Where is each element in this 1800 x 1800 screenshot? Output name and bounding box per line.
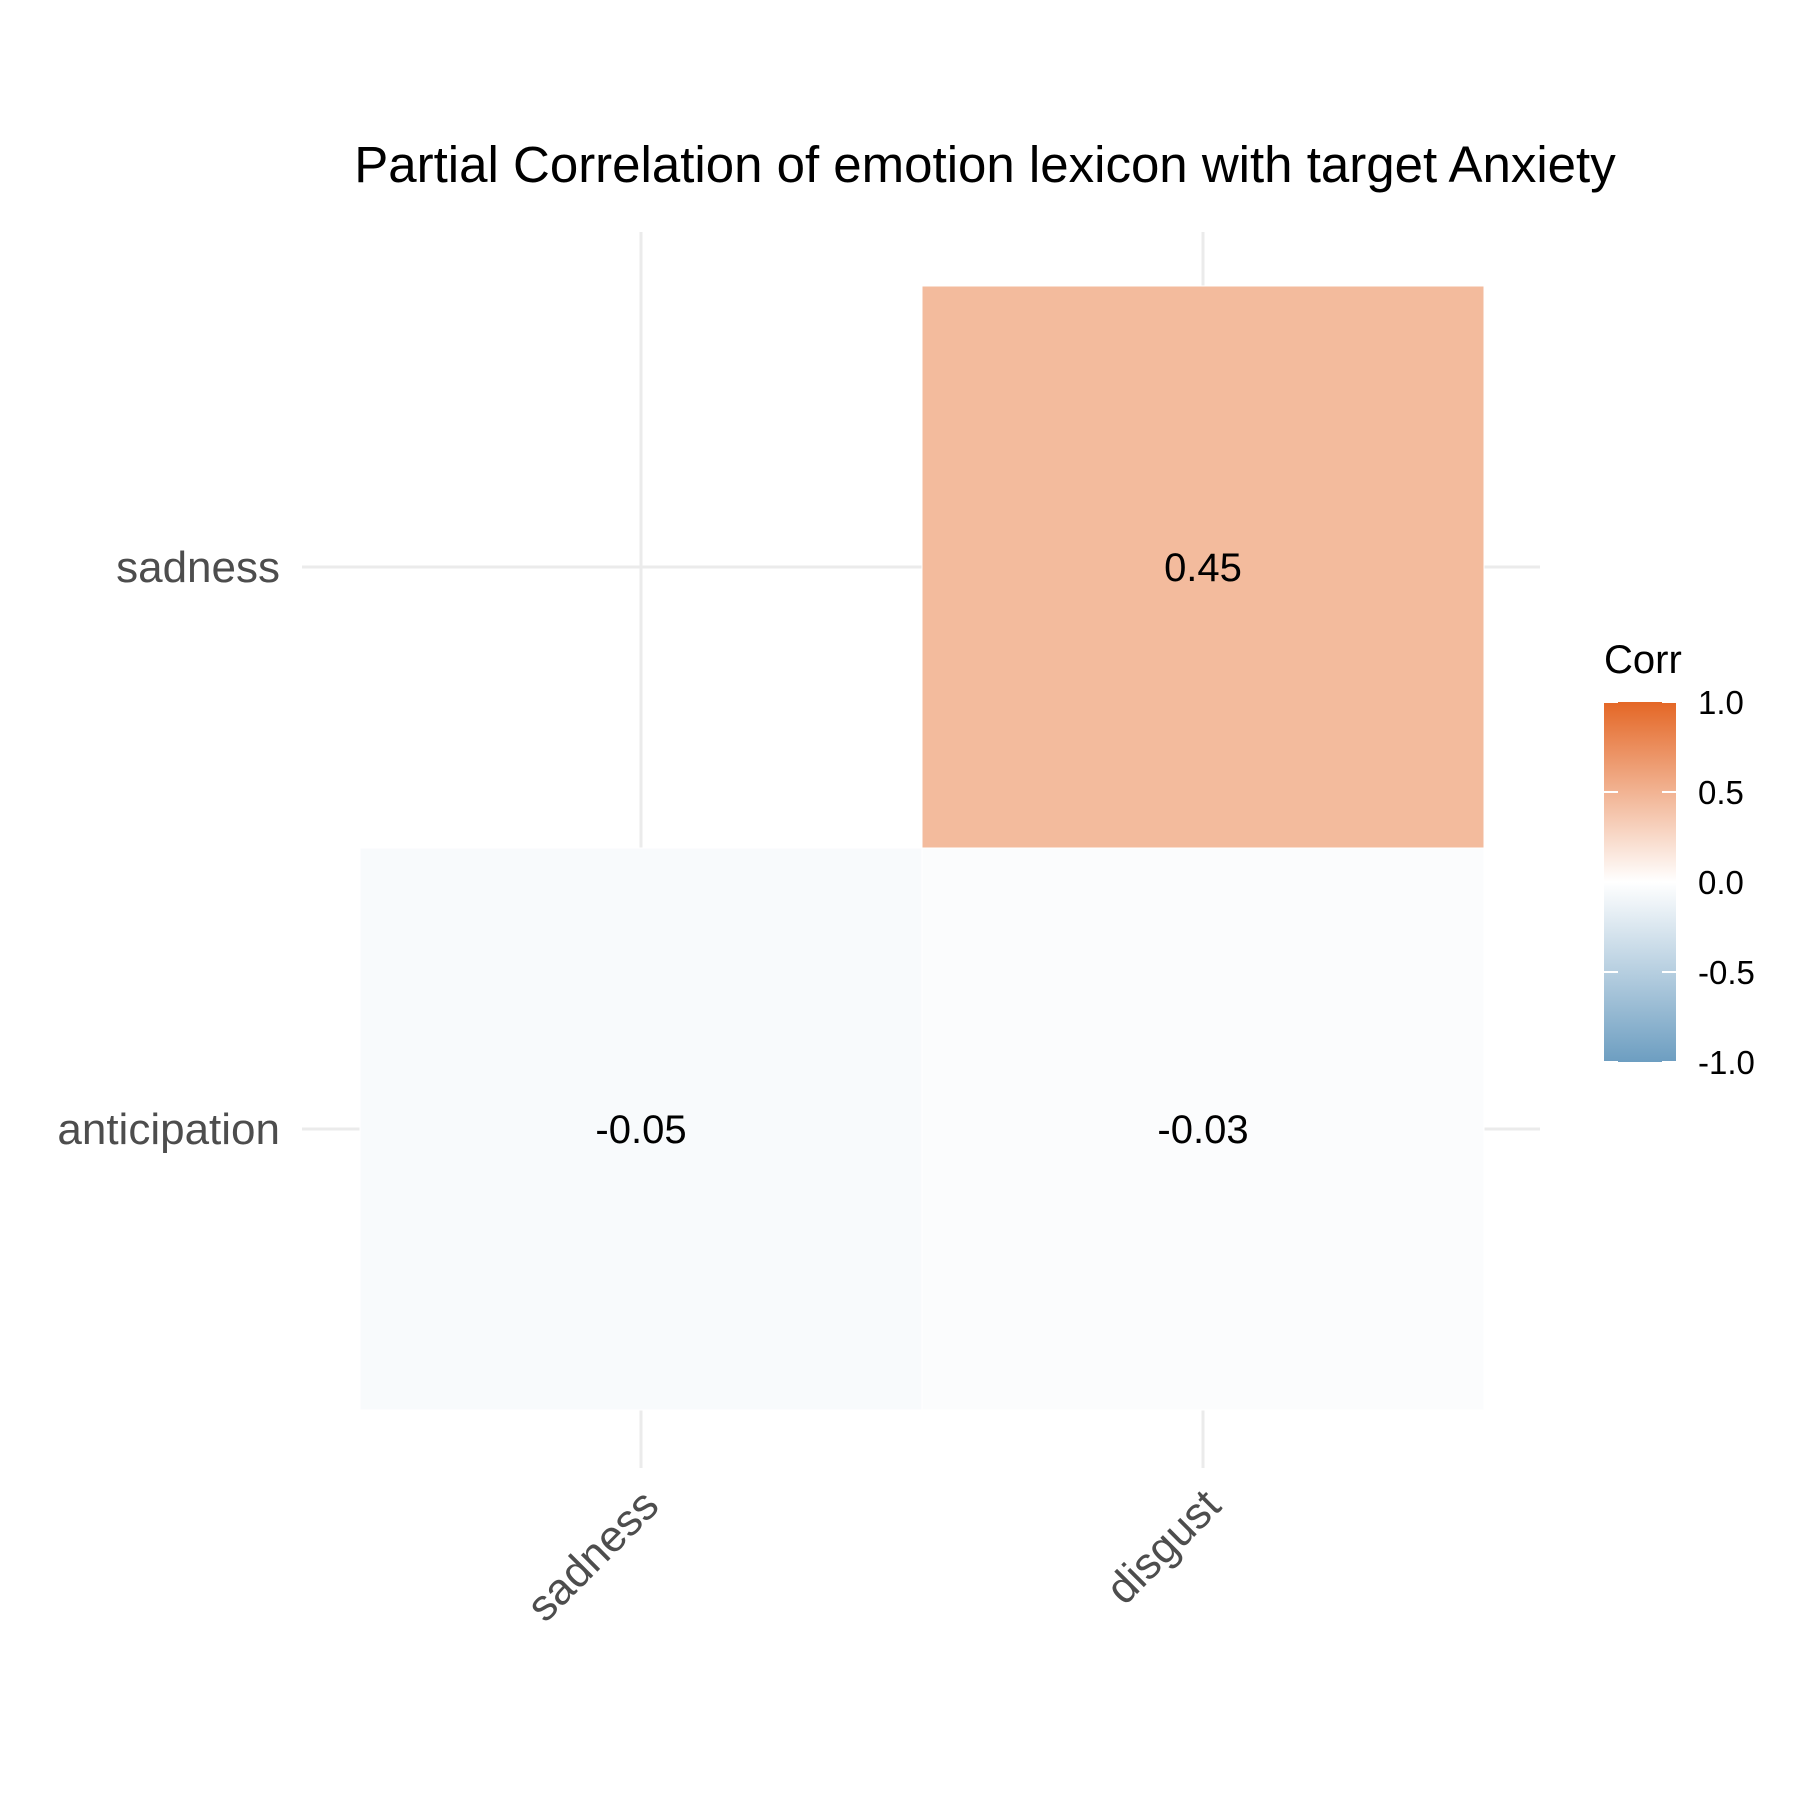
legend-ticks: 1.0 0.5 0.0 -0.5 -1.0 [1604, 684, 1755, 1081]
y-axis-tick-labels: anticipation sadness [57, 543, 280, 1154]
x-tick-label: disgust [1097, 1480, 1230, 1613]
color-legend: Corr 1.0 0.5 0.0 -0.5 -1.0 [1604, 638, 1755, 1081]
heatmap-cell [921, 847, 1485, 1411]
cell-value-label: -0.03 [1157, 1108, 1248, 1152]
x-axis-tick-labels: sadness disgust [518, 1480, 1231, 1631]
legend-title: Corr [1604, 638, 1682, 682]
x-tick-label: sadness [518, 1480, 669, 1631]
chart-title: Partial Correlation of emotion lexicon w… [354, 136, 1616, 193]
y-tick-label: anticipation [57, 1105, 280, 1154]
cell-value-labels: -0.05 -0.03 0.45 [595, 546, 1248, 1152]
cell-value-label: 0.45 [1164, 546, 1242, 590]
legend-tick-label: 0.0 [1698, 864, 1744, 901]
legend-tick-label: 0.5 [1698, 774, 1744, 811]
cell-value-label: -0.05 [595, 1108, 686, 1152]
heatmap-cells [359, 285, 1485, 1411]
legend-tick-label: 1.0 [1698, 684, 1744, 721]
legend-tick-label: -1.0 [1698, 1044, 1755, 1081]
legend-tick-label: -0.5 [1698, 954, 1755, 991]
y-tick-label: sadness [116, 543, 280, 592]
heatmap-cell [921, 285, 1485, 849]
heatmap-cell [359, 847, 923, 1411]
